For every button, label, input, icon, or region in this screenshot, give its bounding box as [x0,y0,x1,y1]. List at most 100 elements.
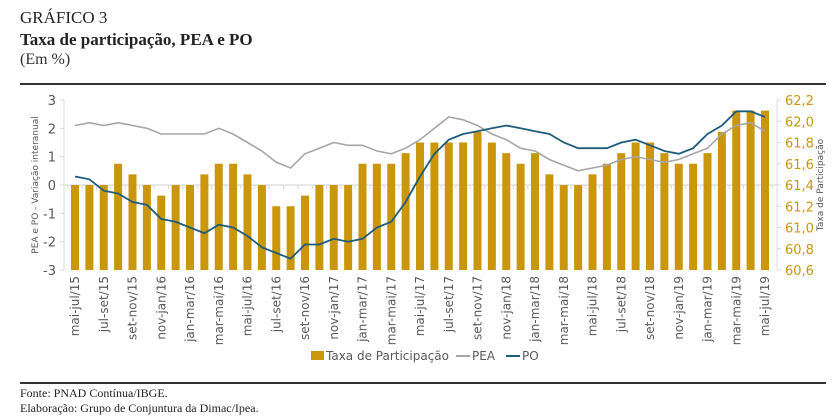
bar-taxa-participacao [717,131,726,270]
x-tick-label: jul-set/18 [614,276,628,333]
right-axis-tick-label: 60,6 [785,264,814,279]
bar-taxa-participacao [602,163,611,270]
x-tick-label: set-nov/15 [126,276,140,340]
bar-taxa-participacao [157,195,166,270]
bar-taxa-participacao [243,174,252,270]
x-tick-label: jan-mar/17 [356,276,370,343]
x-tick-label: jan-mar/16 [183,276,197,343]
x-tick-label: jan-mar/19 [701,276,715,343]
bar-taxa-participacao [387,163,396,270]
bar-taxa-participacao [358,163,367,270]
source-note: Fonte: PNAD Contínua/IBGE. [20,386,168,400]
bar-taxa-participacao [459,142,468,270]
bar-taxa-participacao [444,142,453,270]
bar-taxa-participacao [689,163,698,270]
bar-taxa-participacao [71,185,79,270]
x-tick-label: set-nov/16 [298,276,312,340]
bar-taxa-participacao [315,185,324,270]
bar-taxa-participacao [214,163,223,270]
bar-taxa-participacao [430,142,439,270]
bar-taxa-participacao [761,110,769,270]
right-axis-tick-label: 62,2 [785,94,814,109]
top-rule [20,83,826,85]
x-tick-label: nov-jan/17 [327,276,341,340]
bars-group [71,110,769,270]
bar-taxa-participacao [617,153,626,270]
x-tick-label: mai-jul/15 [68,276,82,336]
right-axis-tick-label: 61,6 [785,158,814,173]
bar-taxa-participacao [286,206,295,270]
bar-taxa-participacao [487,142,496,270]
bar-taxa-participacao [257,185,266,270]
x-tick-label: mar-mai/16 [212,276,226,345]
bar-taxa-participacao [588,174,597,270]
left-axis-tick-label: 2 [48,122,56,137]
left-axis-tick-label: 3 [48,94,56,109]
right-axis-tick-label: 60,8 [785,243,814,258]
bar-taxa-participacao [545,174,554,270]
labels-group: 3 2 1 0 -1 -2 -3 62,2 62,0 61,8 61,6 61,4 61,2 61,0 60… [43,94,814,345]
bar-taxa-participacao [660,153,669,270]
legend-label-pea: PEA [472,349,496,363]
right-axis-tick-label: 61,0 [785,222,814,237]
x-tick-label: mai-jul/19 [758,276,772,336]
right-axis-tick-label: 61,2 [785,200,814,215]
bar-taxa-participacao [128,174,137,270]
bar-taxa-participacao [559,185,568,270]
x-tick-label: set-nov/17 [471,276,485,340]
legend-swatch-taxa [311,351,324,360]
x-tick-label: mai-jul/18 [586,276,600,336]
x-tick-label: mar-mai/18 [557,276,571,345]
bar-taxa-participacao [99,185,108,270]
right-axis-tick-label: 61,8 [785,137,814,152]
bar-taxa-participacao [200,174,209,270]
left-axis-tick-label: -3 [43,264,56,279]
bar-taxa-participacao [516,163,525,270]
bar-taxa-participacao [301,195,309,270]
left-axis-tick-label: -2 [43,236,56,251]
bar-taxa-participacao [703,153,712,270]
x-tick-label: nov-jan/19 [672,276,686,340]
bar-taxa-participacao [473,131,482,270]
bar-taxa-participacao [401,153,410,270]
chart-unit: (Em %) [20,51,71,68]
bar-taxa-participacao [746,110,755,270]
bar-taxa-participacao [85,185,94,270]
x-tick-label: mai-jul/17 [413,276,427,336]
chart-title: Taxa de participação, PEA e PO [20,30,253,49]
lines-group [74,110,766,260]
x-tick-label: jan-mar/18 [528,276,542,343]
left-axis-tick-label: -1 [43,207,56,222]
line-pea [74,116,766,172]
bar-taxa-participacao [171,185,180,270]
right-axis-tick-label: 62,0 [785,115,814,130]
left-axis-tick-label: 0 [48,179,56,194]
line-po [74,110,766,260]
right-axis-title: Taxa de Participação [816,138,826,232]
bar-taxa-participacao [142,185,151,270]
bar-taxa-participacao [674,163,683,270]
bottom-rule [20,382,826,384]
x-tick-label: mar-mai/19 [729,276,743,345]
bar-taxa-participacao [272,206,281,270]
bar-taxa-participacao [732,110,741,270]
bar-taxa-participacao [502,153,511,270]
legend: Taxa de Participação PEA PO [311,349,539,363]
x-tick-label: nov-jan/18 [499,276,513,340]
x-tick-label: jul-set/17 [442,276,456,333]
bar-taxa-participacao [372,163,381,270]
bar-taxa-participacao [329,185,338,270]
bar-taxa-participacao [416,142,424,270]
left-axis-title: PEA e PO - Variação interanual [31,116,41,253]
bar-taxa-participacao [646,142,654,270]
legend-label-taxa: Taxa de Participação [325,349,449,363]
elaboration-note: Elaboração: Grupo de Conjuntura da Dimac… [20,401,259,415]
legend-label-po: PO [522,349,539,363]
x-tick-label: mar-mai/17 [384,276,398,345]
x-tick-label: jul-set/15 [97,276,111,333]
bar-taxa-participacao [344,185,353,270]
x-tick-label: jul-set/16 [269,276,283,333]
right-axis-tick-label: 61,4 [785,179,814,194]
x-tick-label: set-nov/18 [643,276,657,340]
